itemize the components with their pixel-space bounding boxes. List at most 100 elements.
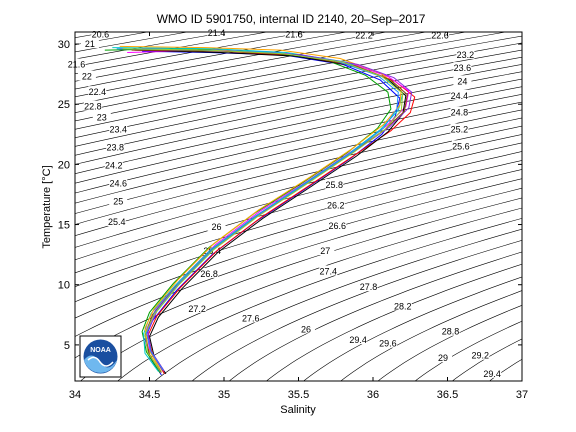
isopycnal-line [191, 239, 522, 381]
isopycnal-label: 23 [97, 112, 107, 122]
isopycnal-label-bg [431, 29, 450, 40]
isopycnal-label-bg [241, 312, 260, 323]
isopycnal-label: 23.8 [106, 143, 124, 153]
profile-line [142, 48, 413, 372]
isopycnal-label-bg [453, 62, 472, 73]
isopycnal-line [303, 276, 522, 381]
isopycnal-label: 25 [113, 197, 123, 207]
isopycnal-label: 23.2 [457, 50, 475, 60]
isopycnal-line [489, 358, 522, 381]
isopycnal-label: 29.4 [483, 369, 501, 379]
isopycnal-label: 24.8 [451, 108, 469, 118]
x-tick-label: 37 [516, 389, 528, 401]
isopycnal-line [75, 32, 230, 60]
isopycnal-label: 24.6 [109, 179, 127, 189]
profile-line [122, 48, 404, 372]
y-axis-ticks: 5 10 15 20 25 30 [58, 39, 522, 352]
y-tick-label: 30 [58, 39, 70, 51]
profile-line [119, 45, 402, 370]
x-tick-label: 34.5 [139, 389, 160, 401]
isopycnal-label: 27.8 [360, 282, 378, 292]
isopycnal-label-bg [355, 29, 374, 40]
noaa-logo-text: NOAA [90, 347, 111, 354]
y-tick-label: 10 [58, 280, 70, 292]
isopycnal-label: 25.2 [451, 124, 469, 134]
isopycnal-line [0, 20, 18, 119]
isopycnal-label-bg [326, 199, 345, 210]
isopycnal-label: 24.4 [451, 91, 469, 101]
isopycnal-line [75, 49, 522, 139]
isopycnal-label-bg [471, 349, 490, 360]
isopycnal-label-bg [83, 100, 102, 111]
isopycnal-label: 25.4 [108, 217, 126, 227]
isopycnal-label: 20.6 [92, 29, 110, 39]
isopycnal-label-bg [349, 334, 368, 345]
isopycnal-label-bg [319, 265, 338, 276]
isopycnal-line [0, 20, 58, 128]
isopycnal-label: 26 [301, 324, 311, 334]
isopycnal-label-bg [453, 75, 472, 86]
isopycnal-label-bg [285, 28, 304, 39]
isopycnal-label: 25.6 [452, 141, 470, 151]
isopycnal-line [154, 228, 522, 381]
isopycnal-label: 28.2 [394, 301, 412, 311]
isopycnal-label-bg [92, 111, 111, 122]
isopycnal-line [75, 187, 522, 337]
isopycnal-label-bg [451, 140, 470, 151]
isopycnal-line [265, 263, 522, 381]
isopycnal-label: 25.8 [325, 180, 343, 190]
isopycnal-line [75, 134, 522, 248]
x-axis-ticks: 34 34.5 35 35.5 36 36.5 37 [69, 32, 528, 401]
isopycnal-label: 26.8 [200, 269, 218, 279]
isopycnal-line [75, 32, 190, 53]
x-tick-label: 36 [367, 389, 379, 401]
isopycnal-label-bg [188, 302, 207, 313]
isopycnal-line [75, 142, 522, 261]
x-tick-label: 35.5 [288, 389, 309, 401]
isopycnal-contours [0, 20, 576, 393]
isopycnal-label: 26.6 [328, 221, 346, 231]
isopycnal-line [75, 125, 522, 237]
isopycnal-label: 26 [212, 222, 222, 232]
isopycnal-label: 21.4 [208, 28, 226, 38]
y-axis-label: Temperature [°C] [41, 165, 53, 248]
isopycnal-line [75, 109, 522, 214]
isopycnal-line [75, 32, 150, 46]
isopycnal-label-bg [67, 58, 86, 69]
isopycnal-label: 24 [457, 76, 467, 86]
isopycnal-line [75, 56, 522, 147]
isopycnal-line [75, 78, 522, 174]
isopycnal-line [75, 64, 522, 156]
y-tick-label: 5 [64, 340, 70, 352]
isopycnal-line [80, 207, 522, 381]
isopycnal-label: 28.8 [442, 327, 460, 337]
x-tick-label: 34 [69, 389, 81, 401]
isopycnal-label-bg [109, 177, 128, 188]
isopycnal-line [117, 218, 522, 381]
isopycnal-label-bg [296, 323, 315, 334]
isopycnal-label: 22.2 [355, 31, 373, 41]
isopycnal-line [549, 225, 576, 393]
isopycnal-line [75, 42, 522, 130]
isopycnal-label-bg [316, 245, 335, 256]
isopycnal-label: 22.6 [431, 31, 449, 41]
isopycnal-label: 22.8 [84, 102, 102, 112]
isopycnal-line [377, 304, 522, 381]
isopycnal-line [75, 32, 428, 98]
isopycnal-label: 27.6 [242, 313, 260, 323]
x-tick-label: 35 [218, 389, 230, 401]
isopycnal-label-bg [91, 28, 110, 39]
isopycnal-label-bg [109, 123, 128, 134]
isopycnal-label: 29 [438, 353, 448, 363]
isopycnal-label-bg [207, 220, 226, 231]
isopycnal-label-bg [104, 159, 123, 170]
isopycnal-label-bg [359, 281, 378, 292]
isopycnal-label-bg [107, 216, 126, 227]
isopycnal-line [451, 338, 522, 381]
isopycnal-label: 21.8 [285, 29, 303, 39]
isopycnal-label-bg [434, 352, 453, 363]
isopycnal-label: 21 [85, 39, 95, 49]
x-axis-label: Salinity [280, 404, 316, 416]
